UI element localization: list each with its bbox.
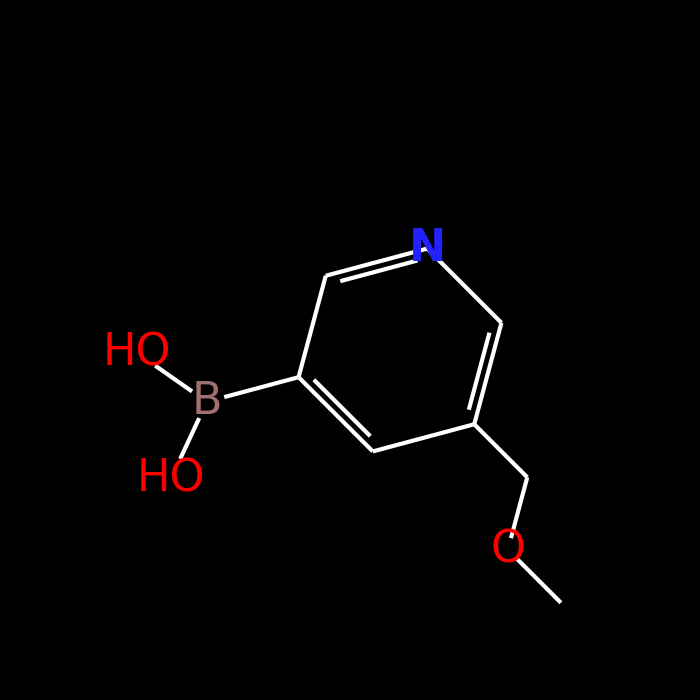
Text: O: O [491,528,526,571]
Text: B: B [192,380,222,424]
Text: N: N [409,227,446,270]
Text: HO: HO [136,457,205,500]
Text: HO: HO [103,332,172,375]
